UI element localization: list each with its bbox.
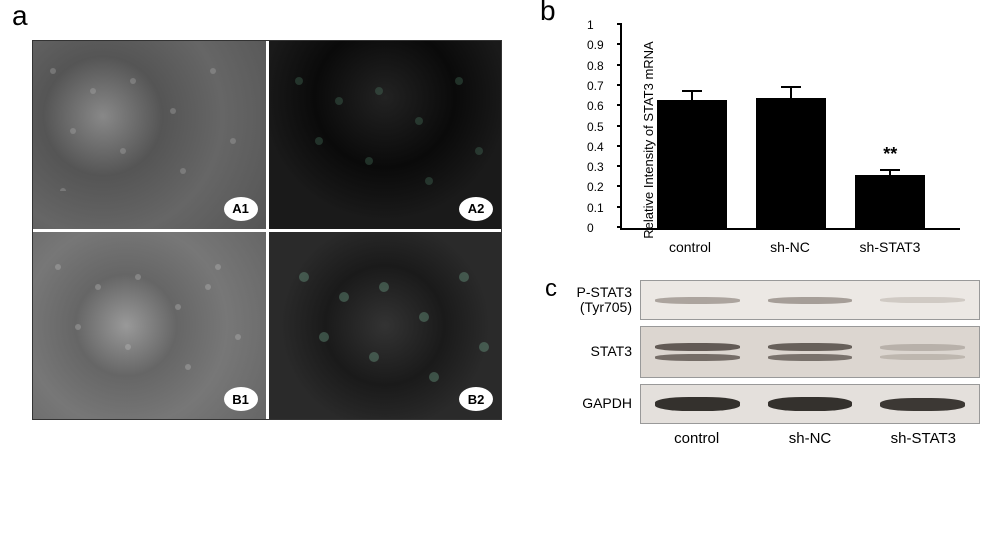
y-tick-label: 0 (587, 221, 594, 235)
bar-chart: Relative Intensity of STAT3 mRNA ** 00.1… (560, 25, 970, 255)
bar-rect (756, 98, 826, 228)
y-tick-mark (617, 104, 622, 106)
blot-lane (641, 385, 754, 423)
y-tick-mark (617, 165, 622, 167)
y-tick-mark (617, 64, 622, 66)
blot-lane (754, 281, 867, 319)
y-tick-label: 0.2 (587, 180, 604, 194)
y-tick-label: 1 (587, 18, 594, 32)
blot-row-label: GAPDH (540, 396, 640, 411)
blot-row-label: P-STAT3(Tyr705) (540, 285, 640, 316)
blot-row: P-STAT3(Tyr705) (540, 280, 980, 320)
blot-lane (641, 327, 754, 377)
blot-band (880, 344, 965, 351)
significance-marker: ** (883, 144, 897, 165)
micrograph-a1-label: A1 (224, 197, 258, 221)
blot-lane (641, 281, 754, 319)
blot-band (768, 343, 853, 351)
x-label: sh-NC (755, 239, 825, 255)
plot-area: ** 00.10.20.30.40.50.60.70.80.91 (620, 25, 960, 230)
y-tick-label: 0.9 (587, 38, 604, 52)
panel-b-label: b (540, 0, 556, 27)
error-bar (691, 90, 693, 100)
blot-band (655, 297, 740, 304)
bar-control (657, 25, 727, 228)
error-cap (682, 90, 702, 92)
blot-lane-label: sh-STAT3 (867, 430, 980, 447)
blot-lane (754, 385, 867, 423)
blot-band (655, 343, 740, 351)
cell-texture-a1 (33, 41, 266, 191)
micrograph-b1: B1 (33, 232, 266, 420)
x-label: control (655, 239, 725, 255)
blot-band (768, 354, 853, 361)
micrograph-a2-label: A2 (459, 197, 493, 221)
blot-row-label: STAT3 (540, 344, 640, 359)
blot-lanes (640, 384, 980, 424)
micrograph-b2-label: B2 (459, 387, 493, 411)
y-tick-label: 0.4 (587, 140, 604, 154)
micrograph-b2: B2 (269, 232, 502, 420)
cell-texture-b1 (33, 232, 266, 382)
error-cap (880, 169, 900, 171)
y-tick-mark (617, 145, 622, 147)
micrograph-b1-label: B1 (224, 387, 258, 411)
blot-band (655, 354, 740, 361)
blot-lane (754, 327, 867, 377)
blot-lanes (640, 326, 980, 378)
blot-band (880, 297, 965, 303)
y-tick-mark (617, 43, 622, 45)
blot-lanes (640, 280, 980, 320)
cell-texture-b2 (269, 232, 502, 382)
micrograph-grid: A1 A2 B1 B2 (32, 40, 502, 420)
panel-a-label: a (12, 0, 28, 32)
y-tick-label: 0.3 (587, 160, 604, 174)
blot-band (768, 397, 853, 411)
blot-band (655, 397, 740, 411)
bar-sh-NC (756, 25, 826, 228)
y-tick-mark (617, 226, 622, 228)
y-tick-mark (617, 23, 622, 25)
blot-lane (866, 327, 979, 377)
blot-band (880, 354, 965, 360)
error-cap (781, 86, 801, 88)
y-tick-mark (617, 185, 622, 187)
y-tick-label: 0.6 (587, 99, 604, 113)
blot-row: GAPDH (540, 384, 980, 424)
bar-sh-STAT3: ** (855, 25, 925, 228)
blot-lane-label: sh-NC (753, 430, 866, 447)
y-tick-mark (617, 206, 622, 208)
y-tick-label: 0.1 (587, 201, 604, 215)
micrograph-a1: A1 (33, 41, 266, 229)
cell-texture-a2 (269, 41, 502, 191)
bar-rect (657, 100, 727, 228)
x-label: sh-STAT3 (855, 239, 925, 255)
micrograph-a2: A2 (269, 41, 502, 229)
y-tick-label: 0.8 (587, 59, 604, 73)
blot-band (880, 398, 965, 411)
blot-band (768, 297, 853, 304)
western-blot: P-STAT3(Tyr705) STAT3 GAPDH controlsh-NCs… (540, 280, 980, 447)
blot-lane (866, 281, 979, 319)
bar-rect (855, 175, 925, 228)
blot-lane-label: control (640, 430, 753, 447)
y-tick-label: 0.7 (587, 79, 604, 93)
blot-row: STAT3 (540, 326, 980, 378)
y-tick-mark (617, 125, 622, 127)
blot-lane (866, 385, 979, 423)
error-bar (790, 86, 792, 98)
y-tick-label: 0.5 (587, 120, 604, 134)
y-tick-mark (617, 84, 622, 86)
